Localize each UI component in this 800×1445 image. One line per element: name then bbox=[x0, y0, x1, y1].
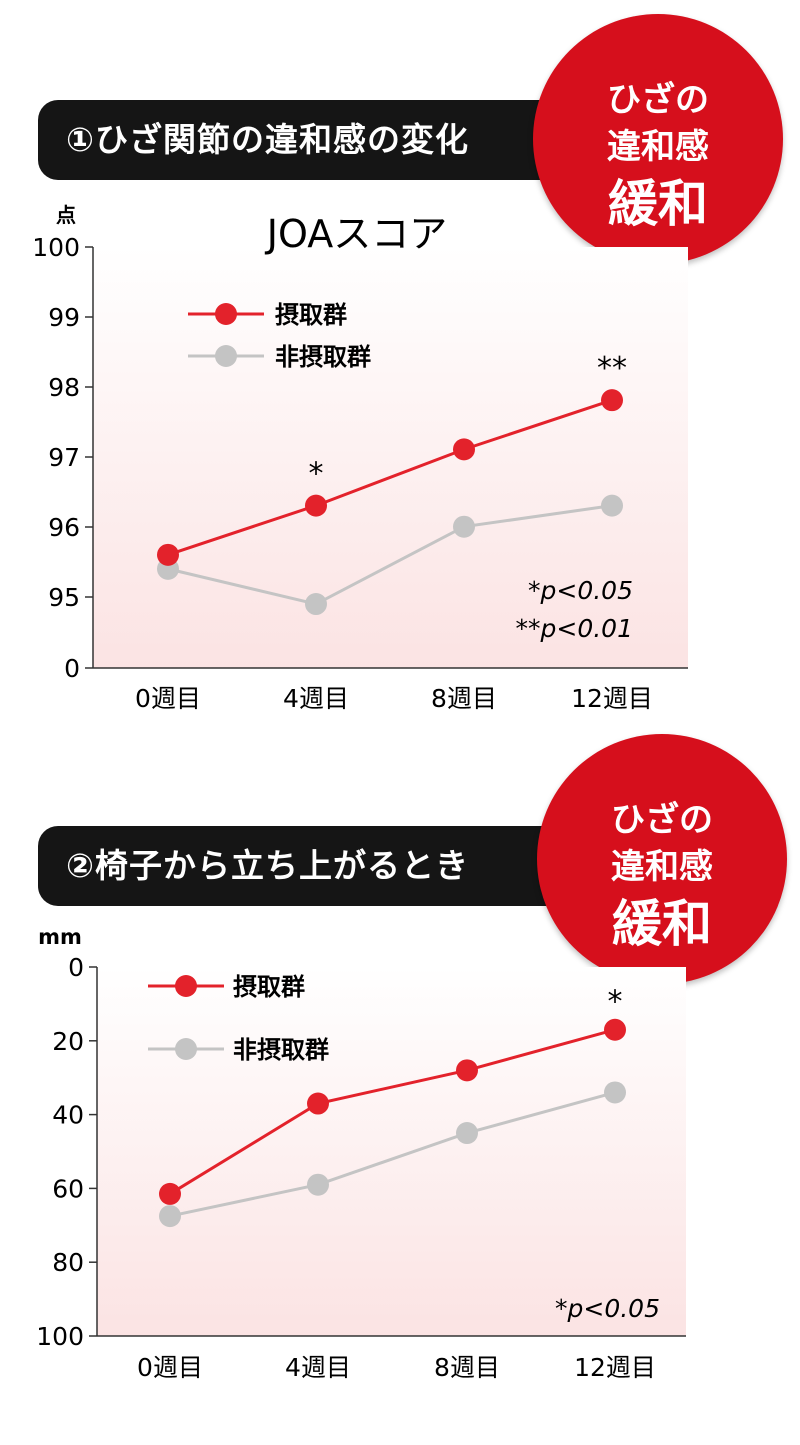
series-line-intake bbox=[167, 398, 613, 557]
data-point-intake bbox=[453, 438, 475, 461]
legend-marker-non-intake bbox=[215, 345, 237, 367]
data-point-intake bbox=[157, 543, 179, 566]
section-joa: ①ひざ関節の違和感の変化 ひざの 違和感 緩和 点 JOAスコア 100 99 98 97… bbox=[0, 0, 800, 720]
plot-background bbox=[97, 967, 686, 1336]
x-tick-label: 0週目 bbox=[137, 1353, 203, 1382]
series-line-non-intake bbox=[169, 1091, 616, 1218]
data-point-intake bbox=[456, 1059, 478, 1082]
p-value-note: *p<0.05 bbox=[528, 576, 633, 605]
data-point-intake bbox=[159, 1182, 181, 1205]
legend-label-non-intake: 非摂取群 bbox=[275, 343, 371, 371]
x-tick-label: 12週目 bbox=[571, 684, 653, 713]
data-point-non-intake bbox=[456, 1122, 478, 1145]
x-tick-label: 4週目 bbox=[285, 1353, 351, 1382]
y-unit-label: 点 bbox=[56, 203, 76, 227]
series-line-non-intake bbox=[167, 504, 613, 606]
data-point-non-intake bbox=[159, 1205, 181, 1228]
legend-label-intake: 摂取群 bbox=[233, 973, 305, 1001]
y-tick-label: 96 bbox=[48, 513, 80, 542]
section-title: ①ひざ関節の違和感の変化 bbox=[38, 100, 598, 180]
significance-mark: * bbox=[608, 985, 623, 1020]
x-tick-label: 4週目 bbox=[283, 684, 349, 713]
data-point-intake bbox=[601, 389, 623, 412]
y-tick-label: 100 bbox=[36, 1322, 84, 1351]
data-point-non-intake bbox=[604, 1081, 626, 1104]
y-tick-label: 99 bbox=[48, 303, 80, 332]
p-value-note: **p<0.01 bbox=[516, 614, 633, 643]
plot-background bbox=[93, 247, 688, 668]
x-tick-label: 8週目 bbox=[434, 1353, 500, 1382]
data-point-intake bbox=[604, 1018, 626, 1041]
y-tick-label: 98 bbox=[48, 373, 80, 402]
badge-line-3: 緩和 bbox=[608, 175, 708, 233]
y-tick-label: 0 bbox=[64, 654, 80, 683]
relief-badge: ひざの 違和感 緩和 bbox=[533, 14, 783, 264]
legend-marker-intake bbox=[215, 303, 237, 325]
y-unit-label: mm bbox=[38, 925, 82, 949]
badge-line-3: 緩和 bbox=[612, 895, 712, 953]
relief-badge: ひざの 違和感 緩和 bbox=[537, 734, 787, 984]
y-tick-label: 97 bbox=[48, 443, 80, 472]
legend-label-non-intake: 非摂取群 bbox=[233, 1036, 329, 1064]
series-line-intake bbox=[169, 1028, 616, 1196]
data-point-non-intake bbox=[307, 1173, 329, 1196]
significance-mark: ** bbox=[597, 351, 627, 386]
badge-line-1: ひざの bbox=[611, 800, 713, 840]
y-tick-label: 0 bbox=[68, 953, 84, 982]
y-tick-label: 20 bbox=[52, 1027, 84, 1056]
legend-marker-non-intake bbox=[175, 1038, 197, 1060]
x-tick-label: 0週目 bbox=[135, 684, 201, 713]
badge-line-1: ひざの bbox=[607, 80, 709, 120]
section-standing: ②椅子から立ち上がるとき ひざの 違和感 緩和 mm 0 20 40 60 80 100 0週… bbox=[0, 720, 800, 1445]
data-point-non-intake bbox=[453, 515, 475, 538]
data-point-intake bbox=[307, 1092, 329, 1115]
badge-line-2: 違和感 bbox=[607, 127, 709, 167]
x-tick-label: 12週目 bbox=[574, 1353, 656, 1382]
y-tick-label: 95 bbox=[48, 583, 80, 612]
legend-label-intake: 摂取群 bbox=[275, 301, 347, 329]
x-tick-label: 8週目 bbox=[431, 684, 497, 713]
section-title: ②椅子から立ち上がるとき bbox=[38, 826, 598, 906]
legend-marker-intake bbox=[175, 975, 197, 997]
badge-line-2: 違和感 bbox=[611, 847, 713, 887]
y-tick-label: 60 bbox=[52, 1174, 84, 1203]
y-tick-label: 100 bbox=[32, 233, 80, 262]
data-point-intake bbox=[305, 494, 327, 517]
data-point-non-intake bbox=[305, 593, 327, 616]
y-tick-label: 80 bbox=[52, 1248, 84, 1277]
data-point-non-intake bbox=[601, 494, 623, 517]
significance-mark: * bbox=[309, 457, 324, 492]
joa-chart: 点 JOAスコア 100 99 98 97 96 95 0 0週目 4週目 8週目 12週目 摂取群非摂取… bbox=[32, 203, 688, 713]
p-value-note: *p<0.05 bbox=[555, 1294, 660, 1323]
chart-title: JOAスコア bbox=[265, 212, 447, 256]
y-tick-label: 40 bbox=[52, 1101, 84, 1130]
